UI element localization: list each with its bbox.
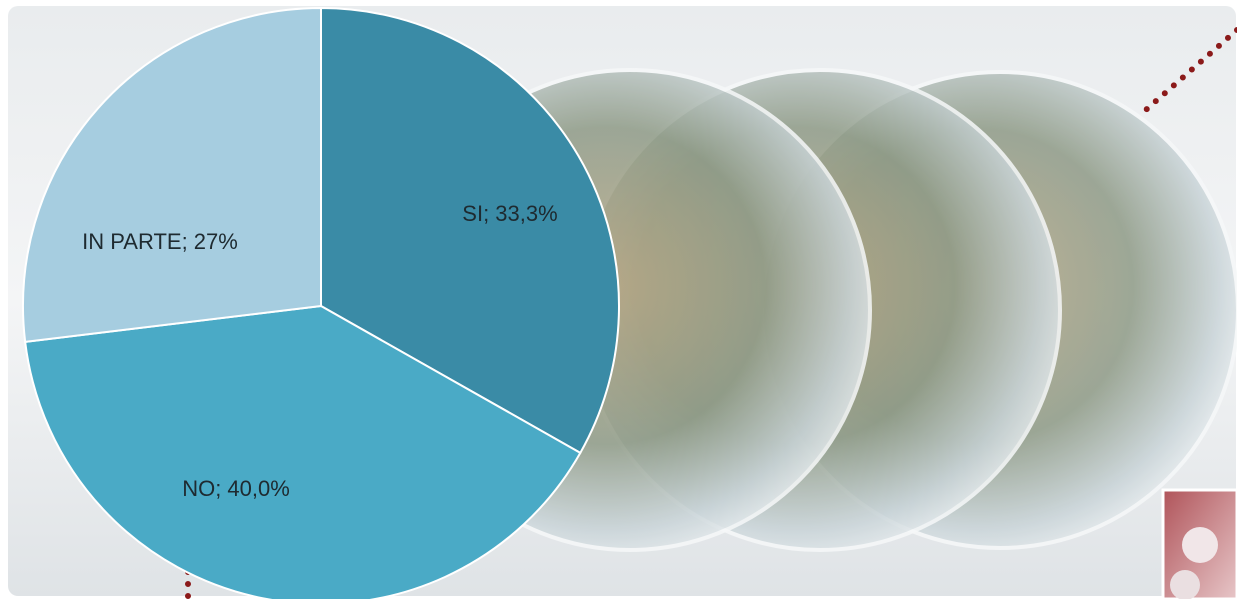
pearl	[1182, 527, 1218, 563]
dotted-line	[1137, 27, 1237, 118]
pearl	[1170, 570, 1200, 599]
pie-slice	[24, 304, 582, 599]
data-label: IN PARTE; 27%	[82, 229, 238, 254]
pie-slice	[320, 6, 620, 455]
pie-slice	[22, 6, 322, 343]
pie: SI; 33,3% NO; 40,0% IN PARTE; 27%	[22, 6, 620, 599]
data-label: SI; 33,3%	[462, 201, 557, 226]
data-label: NO; 40,0%	[182, 476, 290, 501]
